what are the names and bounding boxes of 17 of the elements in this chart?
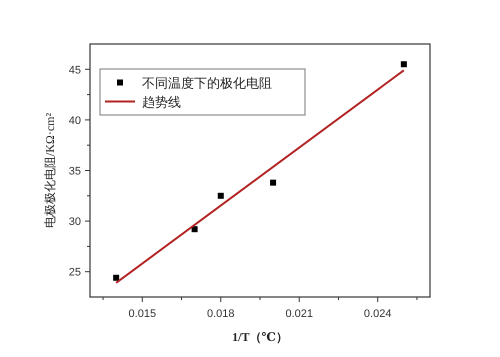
x-tick-label: 0.024 (364, 308, 392, 320)
legend-label: 趋势线 (142, 94, 181, 110)
y-tick-label: 35 (68, 166, 81, 178)
point (400, 61, 407, 68)
y-tick-label: 25 (68, 266, 81, 279)
point (218, 192, 224, 199)
x-tick-label: 0.018 (207, 308, 235, 320)
y-axis-title: 电极极化电阻/KΩ·cm² (43, 112, 57, 228)
legend-label: 不同温度下的极化电阻 (142, 76, 272, 90)
x-axis-title: 1/T（℃） (232, 330, 288, 344)
y-tick-label: 40 (68, 114, 81, 127)
x-tick-label: 0.021 (285, 308, 313, 320)
point (270, 180, 276, 186)
y-tick-label: 30 (68, 216, 81, 228)
point (113, 274, 120, 281)
x-tick-label: 0.015 (128, 308, 156, 320)
y-tick-label: 45 (68, 64, 81, 76)
